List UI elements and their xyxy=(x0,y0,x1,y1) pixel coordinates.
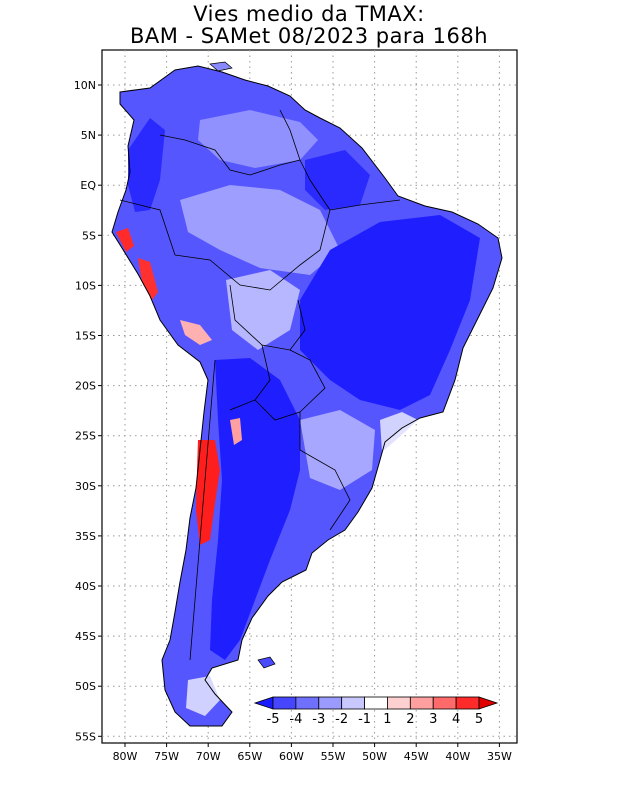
lon-tick-label: 40W xyxy=(445,750,470,763)
colorbar-label: -2 xyxy=(335,712,348,727)
lon-tick-label: 80W xyxy=(113,750,138,763)
lon-tick-label: 35W xyxy=(487,750,512,763)
bias-core-andes-north xyxy=(128,118,165,212)
lat-tick-label: 10N xyxy=(74,79,96,92)
lon-tick-label: 55W xyxy=(321,750,346,763)
colorbar-swatch xyxy=(455,696,480,710)
bias-patch-light-amazon xyxy=(180,185,340,275)
colorbar: -5 -4 -3 -2 -1 1 2 3 4 5 xyxy=(253,696,499,727)
longitude-axis: 80W 75W 70W 65W 60W 55W 50W 45W 40W 35W xyxy=(113,743,512,763)
colorbar-swatch xyxy=(364,696,388,710)
colorbar-swatch xyxy=(272,696,297,710)
lat-tick-label: 55S xyxy=(75,730,96,743)
colorbar-label: 1 xyxy=(383,712,391,727)
bias-patch-pale-west xyxy=(226,270,300,350)
bias-positive-argentina-andes xyxy=(230,418,242,445)
falkland-islands xyxy=(257,656,276,669)
lat-tick-label: 50S xyxy=(75,680,96,693)
lon-tick-label: 45W xyxy=(404,750,429,763)
bias-positive-bolivia xyxy=(180,320,212,345)
bias-patch-pale-patagonia xyxy=(186,676,220,716)
colorbar-label: 4 xyxy=(452,712,460,727)
colorbar-swatch xyxy=(295,696,320,710)
map-title-line1: Vies medio da TMAX: xyxy=(193,2,425,26)
bias-patch-light-south xyxy=(300,410,375,490)
lat-tick-label: 40S xyxy=(75,580,96,593)
bias-positive-peru-coast xyxy=(116,228,134,252)
lat-tick-label: 15S xyxy=(75,330,96,343)
colorbar-label: 5 xyxy=(475,712,483,727)
colorbar-swatch xyxy=(409,696,434,710)
lat-tick-label: 10S xyxy=(75,279,96,292)
lat-tick-label: EQ xyxy=(80,179,96,192)
bias-positive-peru-andes xyxy=(138,258,158,300)
colorbar-swatch xyxy=(341,696,365,710)
colorbar-label: 2 xyxy=(406,712,414,727)
colorbar-swatch xyxy=(387,696,411,710)
latitude-axis: 10N 5N EQ 5S 10S 15S 20S 25S 30S 35S 40S 45S 50S 55S xyxy=(74,79,102,743)
bias-patch-light-guiana xyxy=(198,110,318,168)
lon-tick-label: 60W xyxy=(279,750,304,763)
lon-tick-label: 65W xyxy=(237,750,262,763)
colorbar-label: -5 xyxy=(267,712,280,727)
colorbar-label: -1 xyxy=(358,712,371,727)
country-borders xyxy=(119,109,401,661)
lat-tick-label: 45S xyxy=(75,630,96,643)
lat-tick-label: 20S xyxy=(75,380,96,393)
colorbar-swatch xyxy=(432,696,457,710)
colorbar-swatch xyxy=(318,696,343,710)
lon-tick-label: 75W xyxy=(154,750,179,763)
lat-tick-label: 5S xyxy=(82,229,96,242)
lon-tick-label: 50W xyxy=(362,750,387,763)
lat-tick-label: 30S xyxy=(75,480,96,493)
bias-core-northeast-brazil xyxy=(300,215,480,410)
lat-tick-label: 35S xyxy=(75,530,96,543)
lon-tick-label: 70W xyxy=(196,750,221,763)
colorbar-label: -4 xyxy=(289,712,302,727)
lat-tick-label: 5N xyxy=(81,129,96,142)
colorbar-arrow-high xyxy=(478,696,499,710)
bias-core-north xyxy=(305,150,370,210)
coastline xyxy=(111,65,503,727)
bias-patch-pale-coast xyxy=(380,412,418,452)
colorbar-label: -3 xyxy=(312,712,325,727)
lat-tick-label: 25S xyxy=(75,430,96,443)
caribbean-islands xyxy=(209,61,233,72)
colorbar-label: 3 xyxy=(429,712,437,727)
map-title-line2: BAM - SAMet 08/2023 para 168h xyxy=(129,24,489,48)
